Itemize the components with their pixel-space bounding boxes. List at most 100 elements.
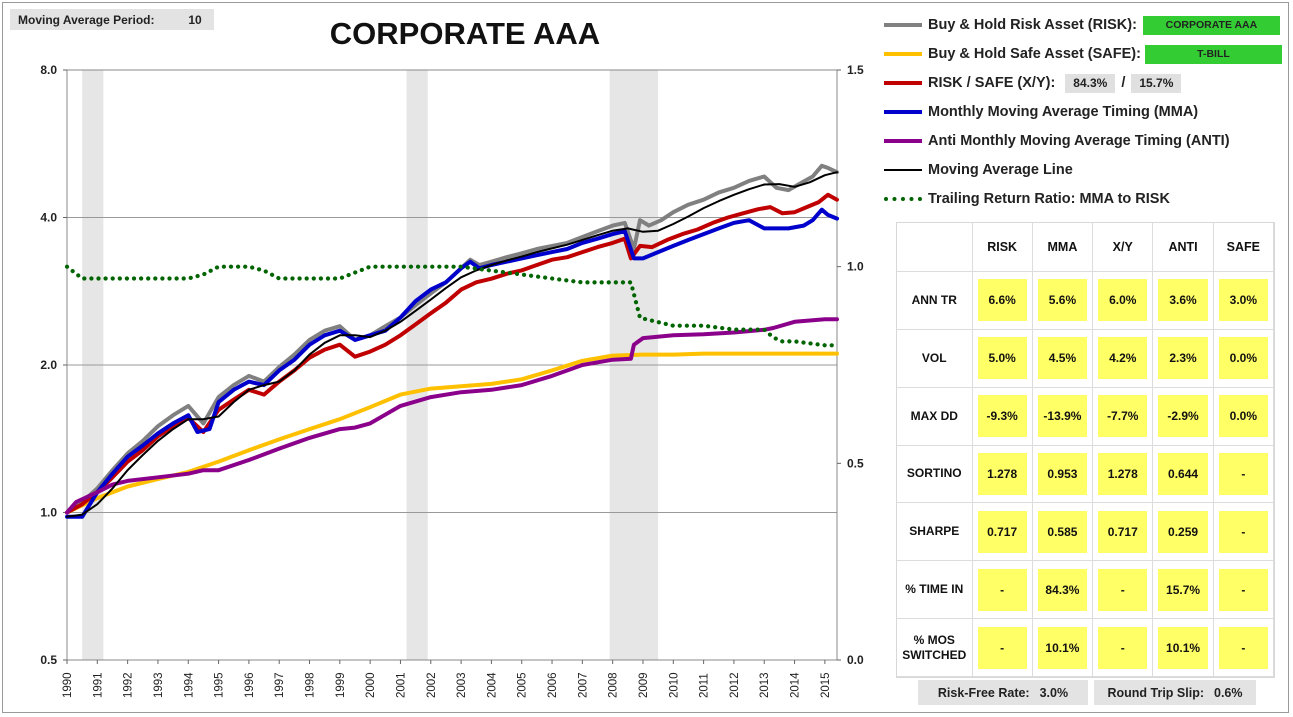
- stats-cell: -9.3%: [972, 387, 1033, 446]
- legend-item-safe: Buy & Hold Safe Asset (SAFE): T-BILL: [884, 42, 1282, 66]
- round-trip-slip-label: Round Trip Slip:: [1107, 685, 1204, 700]
- y-right-tick-label: 0.0: [847, 653, 864, 667]
- stats-cell-value: 1.278: [1098, 452, 1148, 495]
- legend-item-mma: Monthly Moving Average Timing (MMA): [884, 100, 1198, 124]
- x-tick-label: 2014: [790, 672, 802, 698]
- stats-cell-value: 2.3%: [1158, 337, 1208, 380]
- x-tick-label: 2002: [426, 672, 438, 698]
- stats-cell-value: 0.259: [1158, 510, 1208, 553]
- legend-swatch-risk: [884, 23, 922, 27]
- stats-cell: 6.0%: [1092, 271, 1154, 330]
- stats-cell: -: [972, 618, 1033, 677]
- stats-cell: 0.953: [1032, 445, 1094, 504]
- stats-cell: 10.1%: [1152, 618, 1214, 677]
- stats-col-header: MMA: [1032, 223, 1094, 272]
- stats-row: SHARPE 0.717 0.585 0.717 0.259-: [897, 502, 1275, 562]
- y-right-tick-label: 0.5: [847, 456, 864, 470]
- y-left-tick-label: 8.0: [40, 63, 57, 77]
- legend-label-mma: Monthly Moving Average Timing (MMA): [928, 104, 1199, 120]
- stats-cell-value: 10.1%: [1037, 626, 1088, 669]
- stats-row: SORTINO 1.278 0.953 1.278 0.644-: [897, 445, 1275, 504]
- stats-cell: 3.0%: [1213, 271, 1275, 330]
- series-line-risk: [65, 163, 839, 515]
- stats-cell: 1.278: [1092, 445, 1154, 504]
- stats-cell-value: -: [1218, 510, 1268, 553]
- xy-risk-pill: 84.3%: [1065, 73, 1116, 93]
- stats-row-label: SORTINO: [897, 445, 973, 504]
- risk-free-rate-box: Risk-Free Rate: 3.0%: [918, 680, 1088, 705]
- legend-item-ratio: Trailing Return Ratio: MMA to RISK: [884, 187, 1170, 211]
- series-line-mma: [65, 207, 839, 519]
- ma-period-value: 10: [188, 12, 202, 27]
- stats-col-header: ANTI: [1152, 223, 1214, 272]
- legend-swatch-xy: [884, 81, 922, 85]
- stats-cell-value: -: [1218, 452, 1268, 495]
- stats-cell: 0.717: [1092, 502, 1154, 562]
- stats-row-label: % MOS SWITCHED: [897, 618, 973, 677]
- x-tick-label: 2012: [729, 672, 741, 698]
- x-tick-label: 1992: [123, 672, 135, 698]
- x-tick-label: 1997: [274, 672, 286, 698]
- stats-cell: 4.5%: [1032, 329, 1094, 388]
- x-tick-label: 2009: [638, 672, 650, 698]
- stats-corner: [897, 223, 973, 272]
- series-lines: [64, 163, 840, 519]
- stats-cell-value: 1.278: [977, 452, 1027, 495]
- x-tick-label: 2015: [820, 672, 832, 698]
- legend-label-ratio: Trailing Return Ratio: MMA to RISK: [928, 191, 1170, 207]
- x-tick-label: 1999: [335, 672, 347, 698]
- x-tick-label: 1996: [244, 672, 256, 698]
- ma-period-label: Moving Average Period:: [18, 12, 155, 27]
- stats-cell-value: 0.585: [1037, 510, 1088, 553]
- stats-cell-value: -2.9%: [1158, 395, 1208, 438]
- series-line-ma-line: [66, 171, 838, 518]
- series-line-safe: [65, 351, 839, 515]
- stats-cell: 84.3%: [1032, 560, 1094, 620]
- x-tick-label: 1994: [183, 672, 195, 698]
- stats-col-header: X/Y: [1092, 223, 1154, 272]
- stats-cell: 5.0%: [972, 329, 1033, 388]
- stats-cell-value: 6.0%: [1098, 279, 1148, 322]
- stats-cell: 1.278: [972, 445, 1033, 504]
- stats-cell-value: -: [1218, 568, 1268, 611]
- y-right-tick-label: 1.0: [847, 260, 864, 274]
- legend-label-maline: Moving Average Line: [928, 162, 1073, 178]
- round-trip-slip-value: 0.6%: [1214, 685, 1243, 700]
- stats-row: % TIME IN -84.3% -15.7% -: [897, 560, 1275, 620]
- stats-row-label: VOL: [897, 329, 973, 388]
- legend-swatch-mma: [884, 110, 922, 114]
- x-tick-label: 2013: [759, 672, 771, 698]
- legend-label-xy: RISK / SAFE (X/Y):: [928, 75, 1056, 91]
- legend-item-maline: Moving Average Line: [884, 158, 1073, 182]
- stats-cell-value: 5.0%: [977, 337, 1027, 380]
- risk-free-rate-label: Risk-Free Rate:: [937, 685, 1030, 700]
- stats-row-label: MAX DD: [897, 387, 973, 446]
- stats-cell: -7.7%: [1092, 387, 1154, 446]
- stats-cell: -: [1213, 445, 1275, 504]
- gridlines: [67, 217, 837, 513]
- stats-cell-value: -: [1098, 626, 1148, 669]
- risk-free-rate-value: 3.0%: [1039, 685, 1069, 700]
- stats-cell: -: [1092, 618, 1154, 677]
- stats-cell: 0.585: [1032, 502, 1094, 562]
- stats-cell: 0.0%: [1213, 387, 1275, 446]
- stats-header-row: RISK MMA X/Y ANTI SAFE: [897, 223, 1275, 272]
- stats-cell: 0.717: [972, 502, 1033, 562]
- x-tick-label: 1998: [305, 672, 317, 698]
- stats-cell-value: 84.3%: [1037, 568, 1088, 611]
- stats-cell-value: 0.644: [1158, 452, 1208, 495]
- ma-period-box: Moving Average Period: 10: [10, 9, 214, 30]
- stats-cell-value: -9.3%: [977, 395, 1027, 438]
- stats-cell: 0.0%: [1213, 329, 1275, 388]
- axes: 0.5 1.0 2.0 4.0 8.0 0.0 0.5 1.0 1.5 1990 1991 1992 1…: [40, 63, 864, 698]
- series-line-anti: [65, 317, 839, 515]
- x-tick-label: 2001: [395, 672, 407, 698]
- risk-asset-badge: CORPORATE AAA: [1142, 15, 1280, 35]
- stats-cell-value: -: [977, 626, 1027, 669]
- x-tick-label: 2005: [517, 672, 529, 698]
- stats-cell: -2.9%: [1152, 387, 1214, 446]
- stats-cell: 6.6%: [972, 271, 1033, 330]
- stats-row: ANN TR 6.6% 5.6% 6.0% 3.6% 3.0%: [897, 271, 1275, 330]
- stats-cell: 5.6%: [1032, 271, 1094, 330]
- legend-swatch-anti: [884, 139, 922, 143]
